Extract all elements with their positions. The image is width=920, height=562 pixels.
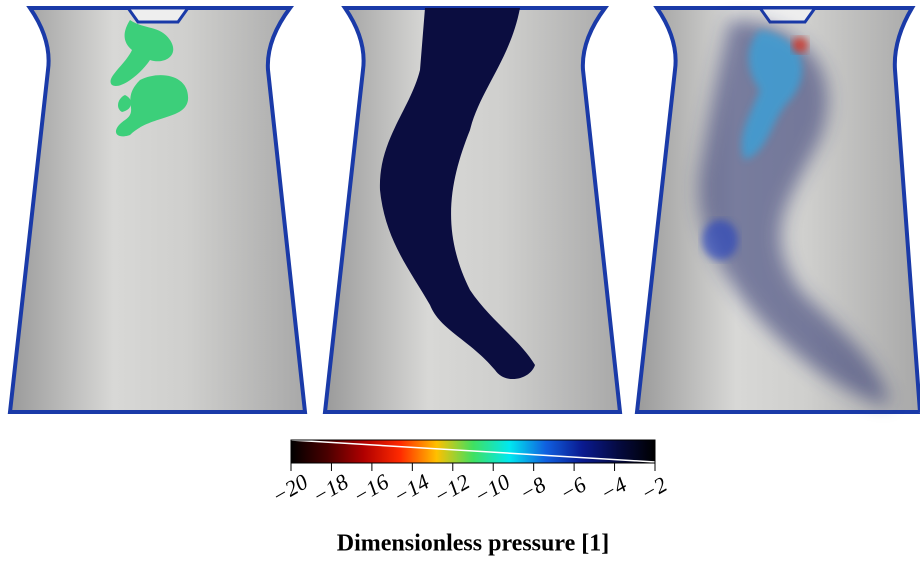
panel-volume [637, 8, 920, 412]
colorbar-title: Dimensionless pressure [1] [337, 531, 609, 557]
tick-label: −18 [308, 469, 352, 509]
tick-label: −4 [596, 472, 631, 507]
panel-isosurface [10, 8, 305, 412]
render-panels [10, 8, 920, 412]
tick-label: −10 [470, 469, 514, 509]
tick-label: −6 [555, 472, 590, 507]
tick-label: −14 [389, 469, 433, 509]
tick-label: −2 [636, 472, 671, 507]
panel-surface [325, 8, 620, 412]
tick-label: −8 [515, 472, 550, 507]
tick-label: −12 [429, 469, 473, 509]
tick-label: −20 [268, 469, 312, 509]
tick-label: −16 [348, 469, 392, 509]
figure: −20−18−16−14−12−10−8−6−4−2 Dimensionless… [0, 0, 920, 562]
